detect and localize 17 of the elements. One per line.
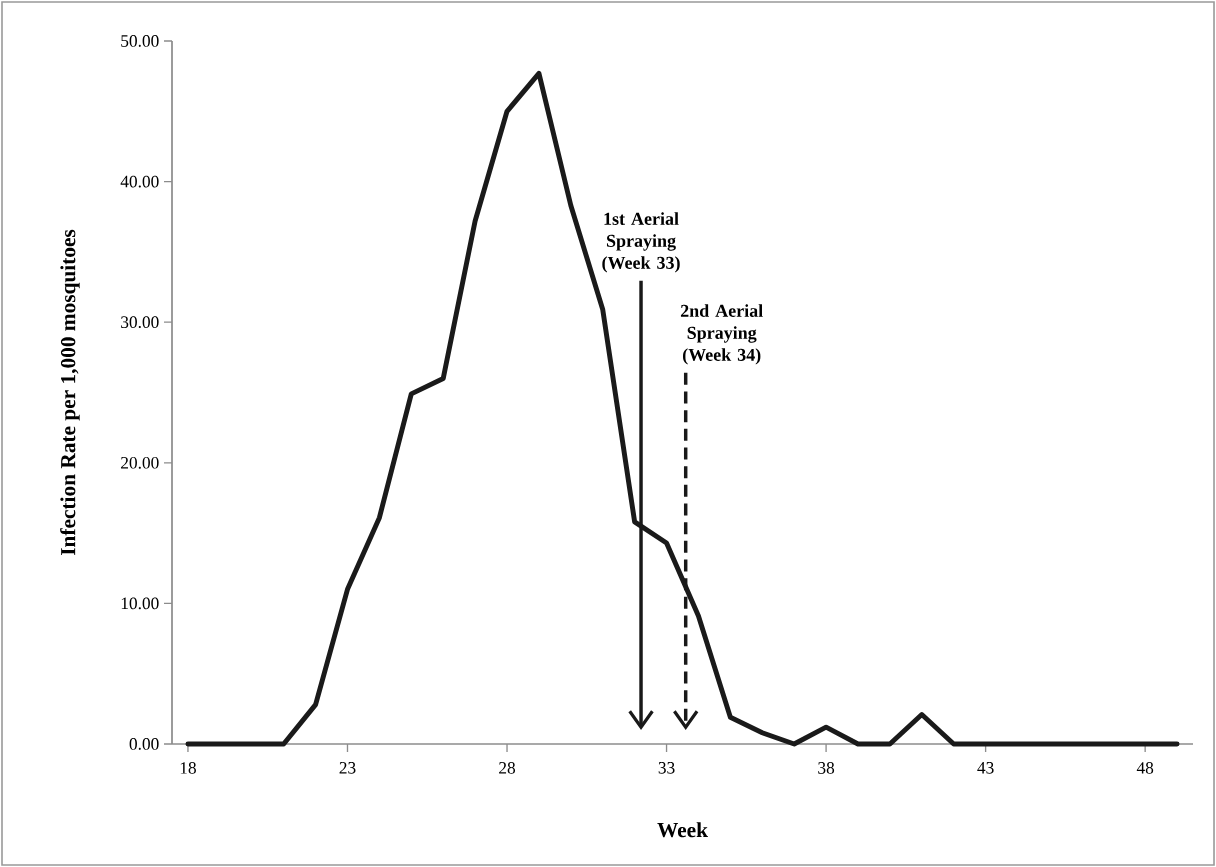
y-tick-label: 30.00 [121,316,159,329]
x-tick-label: 33 [658,762,675,774]
x-tick-label: 28 [499,762,516,774]
y-axis-title: Infection Rate per 1,000 mosquitoes [60,229,80,556]
x-tick-label: 18 [180,762,196,774]
y-tick-label: 40.00 [120,175,159,188]
x-tick-label: 38 [818,762,835,774]
y-tick-label: 10.00 [121,597,159,610]
x-axis-title: Week [657,822,708,838]
x-tick-label: 43 [977,762,994,774]
x-tick-label: 23 [339,762,356,774]
y-tick-label: 0.00 [129,738,159,750]
ref-line-label: 1st Aerial Spraying (Week 33) [602,212,680,273]
x-tick-label: 48 [1136,762,1154,774]
y-tick-label: 50.00 [121,35,159,47]
ref-line-label: 2nd Aerial Spraying (Week 34) [680,304,763,365]
y-tick-label: 20.00 [121,456,159,469]
